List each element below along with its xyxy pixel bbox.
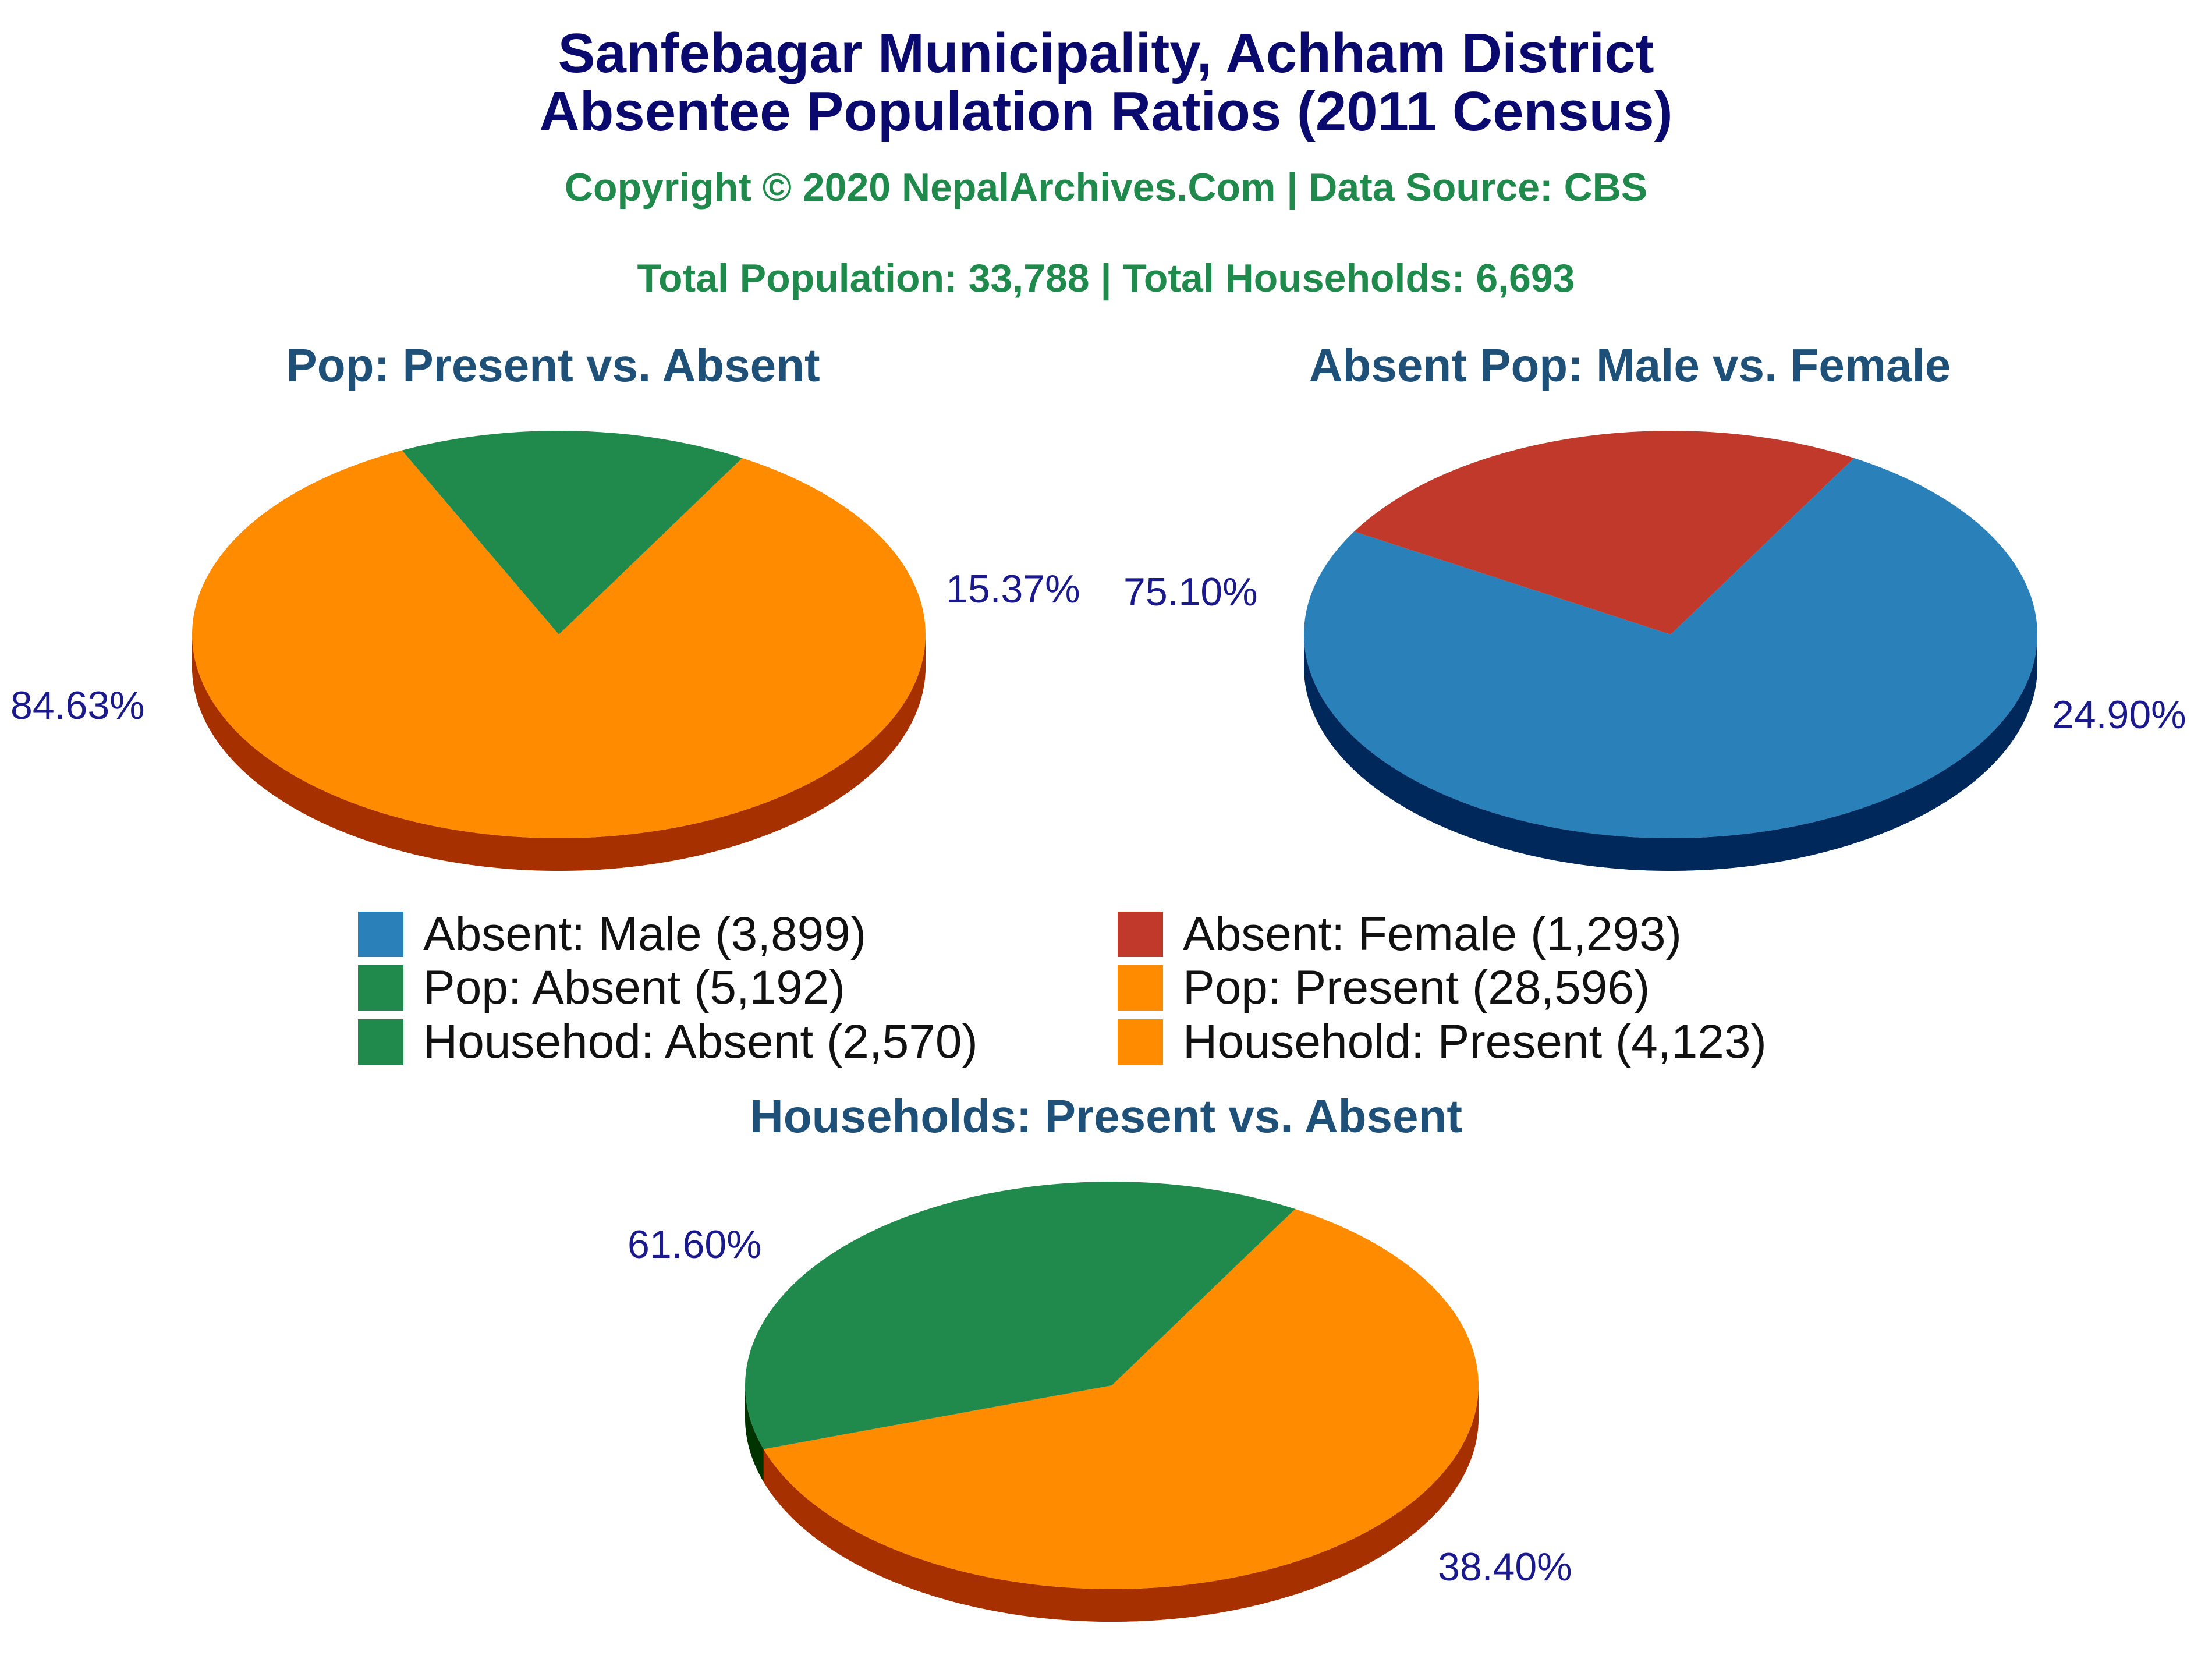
pie-1-population-present-absent — [192, 431, 926, 871]
pie-1-label-absent: 15.37% — [946, 567, 1080, 611]
legend-label: Absent: Male (3,899) — [423, 908, 867, 960]
legend-item-absent-male: Absent: Male (3,899) — [358, 908, 866, 960]
legend-label: Househod: Absent (2,570) — [423, 1015, 978, 1068]
legend-item-pop-absent: Pop: Absent (5,192) — [358, 961, 845, 1014]
pie-3-slice-household-present — [763, 1208, 1479, 1589]
legend-swatch — [1118, 1019, 1163, 1065]
legend-label: Household: Present (4,123) — [1183, 1015, 1767, 1068]
pie-1-side-0 — [192, 634, 926, 871]
pie-2-absent-male-female — [1304, 431, 2037, 871]
pie-2-title: Absent Pop: Male vs. Female — [1309, 339, 1951, 391]
pie-3-label-absent: 38.40% — [1438, 1545, 1572, 1589]
chart-title-line-1: Sanfebagar Municipality, Achham District — [558, 22, 1654, 84]
pie-1-slice-pop-present — [192, 450, 926, 839]
pie-3-households-present-absent — [745, 1182, 1479, 1622]
legend-item-household-present: Household: Present (4,123) — [1118, 1015, 1767, 1068]
legend-swatch — [358, 912, 403, 957]
pie-2-label-male: 75.10% — [1123, 570, 1258, 614]
pie-2-slice-absent-female — [1354, 431, 1854, 634]
pie-2-label-female: 24.90% — [2052, 693, 2186, 737]
legend-item-pop-present: Pop: Present (28,596) — [1118, 961, 1650, 1014]
chart-title-line-2: Absentee Population Ratios (2011 Census) — [539, 80, 1673, 143]
pie-2-side-0 — [1304, 634, 2037, 871]
pie-1-slice-pop-absent — [402, 431, 742, 634]
legend-swatch — [1118, 912, 1163, 957]
legend-swatch — [1118, 965, 1163, 1011]
pie-3-side-1 — [745, 1385, 764, 1482]
pie-3-slice-household-absent — [745, 1182, 1295, 1449]
pie-1-label-present: 84.63% — [10, 683, 145, 728]
pie-1-title: Pop: Present vs. Absent — [286, 339, 820, 391]
legend-label: Absent: Female (1,293) — [1183, 908, 1682, 960]
pie-3-side-0 — [763, 1385, 1479, 1622]
legend-swatch — [358, 965, 403, 1011]
legend-swatch — [358, 1019, 403, 1065]
pie-3-title: Households: Present vs. Absent — [750, 1090, 1462, 1142]
legend-item-household-absent: Househod: Absent (2,570) — [358, 1015, 978, 1068]
legend-label: Pop: Present (28,596) — [1183, 961, 1650, 1014]
pie-3-label-present: 61.60% — [628, 1222, 762, 1267]
legend-label: Pop: Absent (5,192) — [423, 961, 845, 1014]
legend-item-absent-female: Absent: Female (1,293) — [1118, 908, 1682, 960]
totals-line: Total Population: 33,788 | Total Househo… — [637, 256, 1575, 300]
copyright-line: Copyright © 2020 NepalArchives.Com | Dat… — [564, 165, 1648, 210]
pie-2-slice-absent-male — [1304, 458, 2037, 838]
